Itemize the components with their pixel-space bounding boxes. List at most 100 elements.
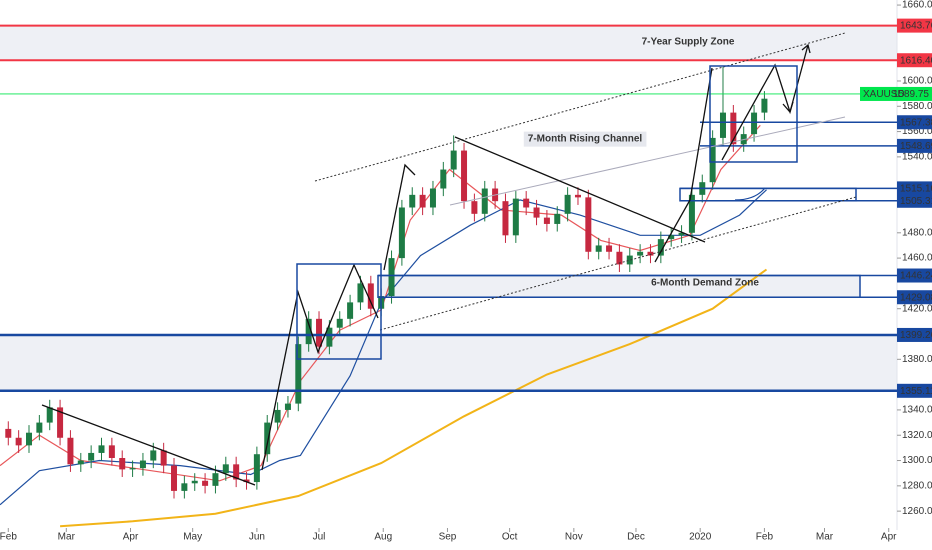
x-tick-label: Oct — [502, 532, 518, 543]
candle-body — [585, 197, 592, 252]
candle-body — [512, 198, 519, 236]
level-label-bg — [897, 290, 932, 305]
swing-path — [654, 67, 713, 263]
x-tick-label: Sep — [439, 532, 457, 543]
y-tick-label: 1540.00 — [902, 152, 932, 163]
candle-body — [222, 464, 229, 474]
candle-body — [295, 344, 302, 404]
moving-average — [0, 124, 761, 482]
candle-body — [688, 194, 695, 233]
level-label: 1643.76 — [900, 21, 932, 32]
x-tick-label: Feb — [756, 532, 774, 543]
level-label-bg — [897, 327, 932, 342]
candle-body — [626, 255, 633, 265]
candle-body — [36, 422, 43, 433]
candle-body — [316, 318, 323, 347]
candle-body — [336, 318, 343, 328]
moving-average — [60, 268, 768, 528]
level-label: 1515.10 — [900, 184, 932, 195]
candle-body — [46, 407, 53, 423]
candle-body — [647, 251, 654, 256]
level-label: 1355.11 — [900, 386, 932, 397]
level-label-bg — [897, 115, 932, 130]
candle-body — [751, 112, 758, 135]
last-price-value: 1589.75 — [893, 89, 930, 100]
last-price-symbol: XAUUSD — [863, 89, 905, 100]
y-tick-label: 1420.00 — [902, 303, 932, 314]
y-tick-label: 1600.00 — [902, 76, 932, 87]
candle-body — [26, 432, 33, 446]
level-label: 1505.31 — [900, 196, 932, 207]
candle-body — [160, 450, 167, 466]
candle-body — [461, 150, 468, 202]
x-tick-label: Aug — [374, 532, 392, 543]
level-label-bg — [897, 138, 932, 153]
box — [709, 65, 798, 163]
candle-body — [347, 302, 354, 319]
level-label: 1616.40 — [900, 55, 932, 66]
candle-body — [212, 473, 219, 486]
x-tick-label: Jul — [313, 532, 326, 543]
candle-body — [202, 480, 209, 486]
drawings — [41, 32, 857, 486]
candle-body — [98, 445, 105, 453]
swing-path — [261, 263, 379, 471]
x-tick-label: Dec — [627, 532, 645, 543]
projection-path — [721, 44, 809, 161]
x-tick-label: May — [183, 532, 202, 543]
y-tick-label: 1660.00 — [902, 0, 932, 11]
level-label-bg — [897, 53, 932, 68]
level-label: 1429.08 — [900, 292, 932, 303]
candle-body — [730, 112, 737, 145]
candle-body — [429, 188, 436, 208]
annotation-bg — [523, 131, 647, 147]
level-label: 1399.26 — [900, 330, 932, 341]
level-label-bg — [897, 268, 932, 283]
candle-body — [191, 480, 198, 484]
x-tick-label: Feb — [0, 532, 17, 543]
annotation: 7-Year Supply Zone — [642, 37, 735, 48]
x-tick-label: Apr — [881, 532, 897, 543]
candle-body — [264, 422, 271, 455]
candle-body — [150, 450, 157, 461]
level-label-bg — [897, 181, 932, 196]
candle-body — [761, 98, 768, 113]
level-label-bg — [897, 383, 932, 398]
candle-body — [595, 245, 602, 252]
candle-body — [564, 194, 571, 214]
x-tick-label: Apr — [123, 532, 139, 543]
level-label-bg — [897, 193, 932, 208]
candle-body — [616, 251, 623, 265]
candle-body — [668, 235, 675, 240]
level-label-bg — [897, 18, 932, 33]
x-tick-label: Mar — [58, 532, 76, 543]
candle-body — [533, 207, 540, 218]
candle-body — [243, 479, 250, 483]
candle-body — [171, 465, 178, 491]
candle-body — [15, 437, 22, 446]
candle-body — [119, 458, 126, 470]
y-tick-label: 1580.00 — [902, 101, 932, 112]
candle-body — [129, 468, 136, 470]
x-tick-label: Jun — [249, 532, 265, 543]
candle-body — [450, 150, 457, 170]
candle-body — [233, 464, 240, 480]
y-tick-label: 1380.00 — [902, 354, 932, 365]
candle-body — [398, 207, 405, 259]
candle-body — [67, 437, 74, 465]
candle-body — [5, 428, 12, 438]
level-label: 1446.24 — [900, 271, 932, 282]
arrow-head — [782, 101, 794, 114]
candle-body — [357, 283, 364, 303]
candle-body — [719, 112, 726, 138]
curve — [734, 187, 766, 201]
y-tick-label: 1280.00 — [902, 480, 932, 491]
candle-body — [554, 213, 561, 224]
arrow-head — [801, 43, 811, 54]
annotation: 6-Month Demand Zone — [651, 278, 759, 289]
trendline — [41, 404, 256, 486]
candle-body — [409, 194, 416, 208]
y-tick-label: 1260.00 — [902, 506, 932, 517]
annotation: 7-Month Rising Channel — [528, 134, 643, 145]
